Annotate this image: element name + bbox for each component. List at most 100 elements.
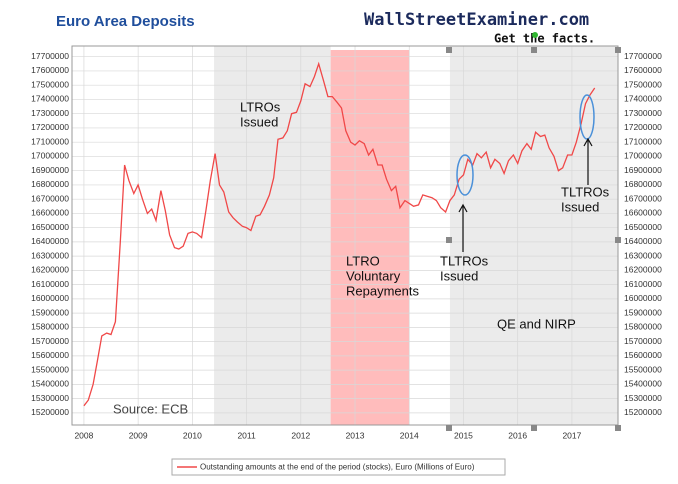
y-tick-label: 15400000 bbox=[31, 379, 69, 389]
y-tick-label: 16700000 bbox=[31, 193, 69, 203]
plot-frame bbox=[71, 45, 619, 426]
x-tick-label: 2010 bbox=[183, 430, 202, 440]
y-tick-label: 17200000 bbox=[31, 122, 69, 132]
y-tick-label: 15700000 bbox=[31, 336, 69, 346]
y-tick-label: 15500000 bbox=[31, 364, 69, 374]
y2-tick-label: 17500000 bbox=[624, 79, 662, 89]
y2-tick-label: 16500000 bbox=[624, 222, 662, 232]
y2-tick-label: 15400000 bbox=[624, 379, 662, 389]
annotation: Issued bbox=[561, 199, 599, 214]
y2-tick-label: 16900000 bbox=[624, 165, 662, 175]
y-tick-label: 16500000 bbox=[31, 222, 69, 232]
annotation: Repayments bbox=[346, 283, 419, 298]
x-tick-label: 2014 bbox=[400, 430, 419, 440]
y-tick-label: 16600000 bbox=[31, 208, 69, 218]
y-tick-label: 15300000 bbox=[31, 393, 69, 403]
annotation: Issued bbox=[440, 268, 478, 283]
logo-dot bbox=[532, 32, 538, 38]
grid: 15200000 15200000 15300000 15300000 15400000… bbox=[31, 46, 662, 440]
annotation: TLTROs bbox=[440, 253, 489, 268]
y2-tick-label: 16300000 bbox=[624, 250, 662, 260]
source: Source: ECB bbox=[113, 401, 188, 416]
handle bbox=[446, 47, 452, 53]
y-tick-label: 15600000 bbox=[31, 350, 69, 360]
brand: WallStreetExaminer.com bbox=[364, 10, 589, 30]
legend-box bbox=[171, 458, 506, 476]
handles bbox=[446, 47, 621, 431]
y-tick-label: 17300000 bbox=[31, 108, 69, 118]
arrow bbox=[458, 203, 468, 252]
highlight-ellipse bbox=[456, 154, 474, 196]
y2-tick-label: 17000000 bbox=[624, 151, 662, 161]
handle bbox=[531, 425, 537, 431]
y-tick-label: 17500000 bbox=[31, 79, 69, 89]
legend-label: Outstanding amounts at the end of the pe… bbox=[200, 463, 475, 472]
y2-tick-label: 17300000 bbox=[624, 108, 662, 118]
y2-tick-label: 16400000 bbox=[624, 236, 662, 246]
y2-tick-label: 15600000 bbox=[624, 350, 662, 360]
handle bbox=[446, 425, 452, 431]
y2-tick-label: 16100000 bbox=[624, 279, 662, 289]
y2-tick-label: 16600000 bbox=[624, 208, 662, 218]
x-tick-label: 2017 bbox=[562, 430, 581, 440]
y-tick-label: 15800000 bbox=[31, 322, 69, 332]
y-tick-label: 16400000 bbox=[31, 236, 69, 246]
tagline: Get the facts. bbox=[494, 32, 595, 46]
annotation: LTROs bbox=[240, 99, 281, 114]
y2-tick-label: 15200000 bbox=[624, 407, 662, 417]
x-tick-label: 2015 bbox=[454, 430, 473, 440]
x-tick-label: 2013 bbox=[346, 430, 365, 440]
x-tick-label: 2009 bbox=[129, 430, 148, 440]
y2-tick-label: 17700000 bbox=[624, 51, 662, 61]
y-tick-label: 16900000 bbox=[31, 165, 69, 175]
x-tick-label: 2008 bbox=[74, 430, 93, 440]
y-tick-label: 17100000 bbox=[31, 136, 69, 146]
shaded-regions bbox=[214, 46, 618, 425]
y2-tick-label: 15500000 bbox=[624, 364, 662, 374]
annotation: Issued bbox=[240, 114, 278, 129]
handle bbox=[615, 425, 621, 431]
handle bbox=[531, 47, 537, 53]
shaded-region bbox=[330, 50, 410, 425]
chart-title: Euro Area Deposits bbox=[56, 13, 195, 30]
y-tick-label: 16100000 bbox=[31, 279, 69, 289]
y2-tick-label: 17200000 bbox=[624, 122, 662, 132]
y-tick-label: 16200000 bbox=[31, 265, 69, 275]
annotation: Voluntary bbox=[346, 268, 401, 283]
highlight-ellipse bbox=[579, 94, 595, 140]
handle bbox=[615, 237, 621, 243]
data-line bbox=[83, 61, 596, 407]
y2-tick-label: 17600000 bbox=[624, 65, 662, 75]
annotation: TLTROs bbox=[561, 184, 610, 199]
handle bbox=[446, 237, 452, 243]
y2-tick-label: 15800000 bbox=[624, 322, 662, 332]
arrow bbox=[583, 137, 593, 185]
y2-tick-label: 16800000 bbox=[624, 179, 662, 189]
annotation: LTRO bbox=[346, 253, 380, 268]
shaded-region bbox=[449, 46, 618, 425]
y2-tick-label: 15700000 bbox=[624, 336, 662, 346]
shaded-region bbox=[214, 46, 331, 425]
annotation: QE and NIRP bbox=[497, 316, 576, 331]
y2-tick-label: 15300000 bbox=[624, 393, 662, 403]
y2-tick-label: 16000000 bbox=[624, 293, 662, 303]
handle bbox=[615, 47, 621, 53]
y-tick-label: 15900000 bbox=[31, 307, 69, 317]
y2-tick-label: 16200000 bbox=[624, 265, 662, 275]
y2-tick-label: 17100000 bbox=[624, 136, 662, 146]
y-tick-label: 17600000 bbox=[31, 65, 69, 75]
arrows bbox=[458, 137, 593, 252]
y-tick-label: 16800000 bbox=[31, 179, 69, 189]
y-tick-label: 16300000 bbox=[31, 250, 69, 260]
y-tick-label: 17400000 bbox=[31, 94, 69, 104]
x-tick-label: 2016 bbox=[508, 430, 527, 440]
y-tick-label: 17000000 bbox=[31, 151, 69, 161]
plot: LTROsIssuedLTROVoluntaryRepaymentsTLTROs… bbox=[83, 61, 610, 407]
y-tick-label: 16000000 bbox=[31, 293, 69, 303]
y-tick-label: 17700000 bbox=[31, 51, 69, 61]
y2-tick-label: 17400000 bbox=[624, 94, 662, 104]
y2-tick-label: 16700000 bbox=[624, 193, 662, 203]
y2-tick-label: 15900000 bbox=[624, 307, 662, 317]
y-tick-label: 15200000 bbox=[31, 407, 69, 417]
